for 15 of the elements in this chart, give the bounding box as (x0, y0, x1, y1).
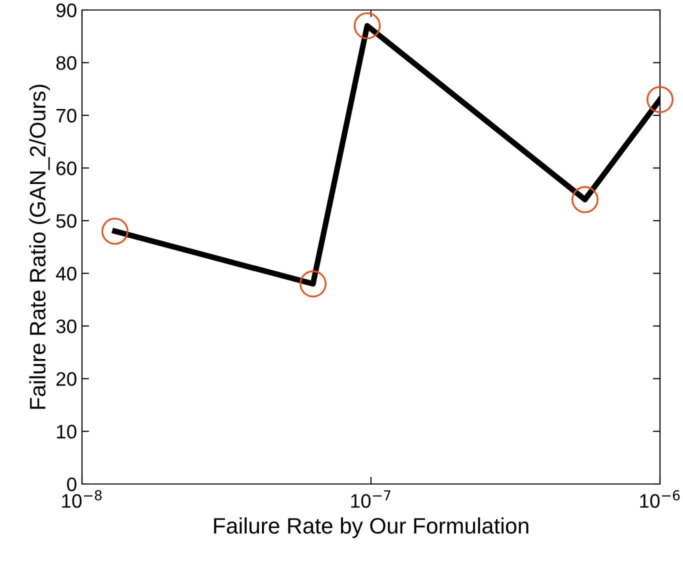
y-tick-label: 50 (56, 214, 76, 228)
y-tick-label: 40 (56, 266, 76, 281)
y-tick-label: 0 (67, 477, 76, 492)
x-axis-title: Failure Rate by Our Formulation (214, 517, 528, 538)
y-tick-label: 60 (56, 161, 76, 176)
y-tick-label: 70 (56, 108, 76, 123)
x-tick-label: 10$^{−7}$ (351, 490, 390, 508)
y-tick-label: 80 (56, 56, 76, 70)
y-tick-label: 30 (56, 319, 76, 334)
y-tick-label: 10 (56, 424, 76, 439)
x-tick-label: 10$^{−6}$ (640, 490, 680, 508)
y-tick-label: 90 (56, 3, 76, 18)
y-axis-title: Failure Rate Ratio (GAN_2/Ours) (29, 84, 50, 409)
y-tick-label: 20 (56, 372, 76, 386)
x-tick-label: 10$^{−8}$ (62, 490, 102, 508)
